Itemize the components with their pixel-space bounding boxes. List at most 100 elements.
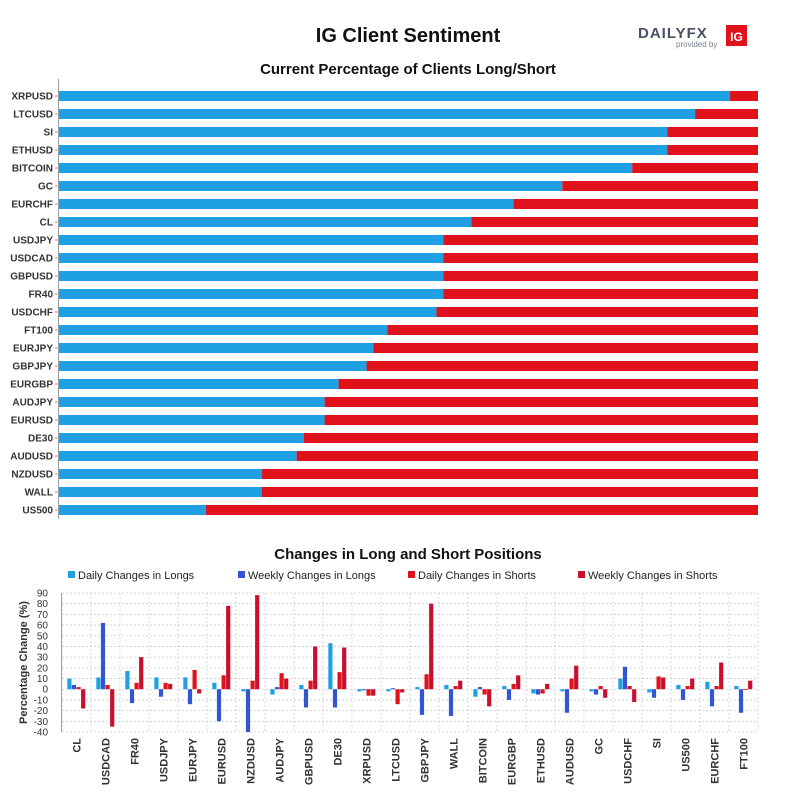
ig-badge xyxy=(726,25,747,46)
bar-eurgbp-s1 xyxy=(506,689,512,700)
legend-item: Weekly Changes in Shorts xyxy=(588,570,718,582)
legend-swatch xyxy=(238,571,245,578)
x-category-label: USDCAD xyxy=(101,738,113,785)
bar-ft100-s1 xyxy=(738,689,744,713)
y-tick-label: 70 xyxy=(37,610,49,621)
bar-usdjpy-s0 xyxy=(154,677,159,690)
short-bar-gbpusd xyxy=(443,271,758,281)
short-bar-fr40 xyxy=(443,289,758,299)
page-title: IG Client Sentiment xyxy=(316,25,501,47)
bar-eurusd-s2 xyxy=(221,675,226,690)
category-label-ethusd: ETHUSD xyxy=(12,146,53,157)
bar-cl-s1 xyxy=(71,684,77,690)
bar-eurchf-s1 xyxy=(709,689,715,707)
category-label-eurusd: EURUSD xyxy=(11,416,53,427)
x-category-label: USDJPY xyxy=(159,737,171,782)
short-bar-xrpusd xyxy=(730,91,758,101)
bar-ltcusd-s1 xyxy=(390,688,396,690)
bar-de30-s3 xyxy=(342,647,347,690)
changes-chart-title: Changes in Long and Short Positions xyxy=(274,546,542,563)
bar-eurgbp-s0 xyxy=(502,686,507,690)
short-bar-nzdusd xyxy=(261,469,758,479)
sentiment-chart: IG Client Sentiment DAILYFX provided by … xyxy=(10,25,759,519)
bar-fr40-s3 xyxy=(139,657,144,690)
bar-wall-s2 xyxy=(453,686,458,690)
x-category-label: EURGBP xyxy=(507,738,519,785)
x-category-label: FT100 xyxy=(739,738,751,770)
bar-wall-s0 xyxy=(444,684,449,690)
bar-audusd-s0 xyxy=(560,689,565,692)
bar-ethusd-s0 xyxy=(531,689,536,694)
y-tick-label: 0 xyxy=(42,685,48,696)
bar-audusd-s2 xyxy=(569,678,574,690)
bar-usdcad-s3 xyxy=(110,689,115,727)
bar-bitcoin-s1 xyxy=(477,687,483,690)
bar-fr40-s1 xyxy=(129,689,135,704)
bar-audjpy-s1 xyxy=(274,687,280,690)
long-bar-us500 xyxy=(59,505,206,515)
category-label-us500: US500 xyxy=(22,506,53,517)
long-bar-cl xyxy=(59,217,472,227)
category-label-nzdusd: NZDUSD xyxy=(11,470,53,481)
y-tick-label: 80 xyxy=(37,599,49,610)
y-tick-label: -30 xyxy=(34,717,49,728)
category-label-cl: CL xyxy=(40,218,53,229)
bar-usdjpy-s3 xyxy=(168,683,173,690)
bar-cl-s2 xyxy=(76,687,81,690)
bar-de30-s0 xyxy=(328,643,333,690)
long-bar-usdjpy xyxy=(59,235,444,245)
short-bar-eurgbp xyxy=(338,379,758,389)
category-label-gc: GC xyxy=(38,182,53,193)
sentiment-y-axis xyxy=(55,79,59,519)
category-label-fr40: FR40 xyxy=(29,290,54,301)
bar-usdchf-s0 xyxy=(618,678,623,690)
bar-gc-s0 xyxy=(589,689,594,692)
bar-xrpusd-s2 xyxy=(366,689,371,696)
bar-eurjpy-s3 xyxy=(197,689,202,694)
long-bar-usdcad xyxy=(59,253,444,263)
short-bar-usdjpy xyxy=(443,235,758,245)
bar-si-s0 xyxy=(647,689,652,693)
bar-fr40-s2 xyxy=(134,682,139,690)
bar-si-s1 xyxy=(651,689,657,698)
bar-gc-s3 xyxy=(603,689,608,698)
bar-usdjpy-s1 xyxy=(158,689,164,697)
x-category-label: US500 xyxy=(681,738,693,772)
x-category-label: USDCHF xyxy=(623,738,635,784)
x-category-label: EURJPY xyxy=(188,737,200,782)
bar-gbpusd-s0 xyxy=(299,684,304,690)
bar-ltcusd-s2 xyxy=(395,689,400,705)
category-label-wall: WALL xyxy=(25,488,53,499)
short-bar-si xyxy=(667,127,758,137)
category-label-eurgbp: EURGBP xyxy=(10,380,53,391)
bar-bitcoin-s3 xyxy=(487,689,492,707)
bar-ethusd-s3 xyxy=(545,683,550,690)
bar-audjpy-s3 xyxy=(284,678,289,690)
y-tick-label: -20 xyxy=(34,706,49,717)
bar-ltcusd-s3 xyxy=(400,689,405,693)
short-bar-ft100 xyxy=(387,325,758,335)
bar-eurusd-s3 xyxy=(226,605,231,690)
y-tick-label: 50 xyxy=(37,631,49,642)
x-category-label: WALL xyxy=(449,738,461,769)
changes-y-axis-label: Percentage Change (%) xyxy=(18,601,30,724)
bar-nzdusd-s2 xyxy=(250,680,255,690)
logo-tagline: provided by xyxy=(676,40,717,49)
x-category-label: BITCOIN xyxy=(478,738,490,783)
long-bar-wall xyxy=(59,487,262,497)
bar-eurjpy-s0 xyxy=(183,677,188,690)
legend-item: Daily Changes in Shorts xyxy=(418,570,537,582)
bar-usdchf-s2 xyxy=(627,686,632,690)
bar-cl-s0 xyxy=(67,678,72,690)
short-bar-cl xyxy=(471,217,758,227)
short-bar-ethusd xyxy=(667,145,758,155)
bar-usdcad-s2 xyxy=(105,684,110,690)
category-label-usdcad: USDCAD xyxy=(10,254,53,265)
bar-nzdusd-s0 xyxy=(241,689,246,692)
category-label-de30: DE30 xyxy=(28,434,53,445)
long-bar-audusd xyxy=(59,451,297,461)
bar-de30-s2 xyxy=(337,672,342,690)
bar-ft100-s2 xyxy=(743,689,748,691)
bar-audusd-s3 xyxy=(574,665,579,690)
short-bar-us500 xyxy=(205,505,759,515)
